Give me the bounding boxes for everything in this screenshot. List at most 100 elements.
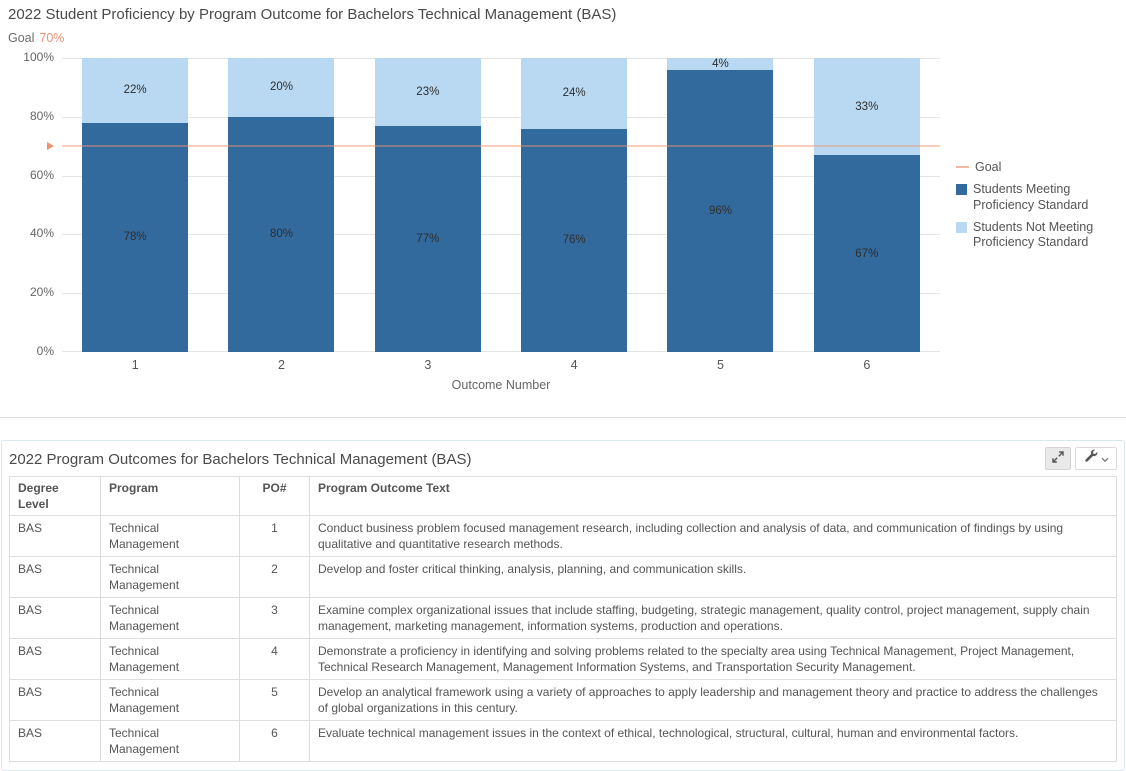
- cell-po-number: 6: [239, 720, 310, 762]
- bar-value-label: 23%: [416, 85, 440, 98]
- cell-outcome-text: Develop and foster critical thinking, an…: [309, 556, 1117, 598]
- cell-degree-level: BAS: [9, 515, 101, 557]
- bar-column-5: 4% 96%: [667, 58, 774, 352]
- bar-value-label: 33%: [855, 100, 879, 113]
- x-axis-tick-label: 1: [131, 358, 139, 372]
- goal-caption-label: Goal: [8, 31, 35, 45]
- table-row: BAS Technical Management 2 Develop and fost…: [9, 556, 1117, 598]
- cell-degree-level: BAS: [9, 720, 101, 762]
- bar-segment-not-meeting[interactable]: 33%: [813, 58, 920, 156]
- cell-program: Technical Management: [100, 597, 240, 639]
- bar-segment-meeting[interactable]: 96%: [667, 69, 774, 352]
- bar-segment-not-meeting[interactable]: 24%: [521, 58, 628, 129]
- bar-slot: 20% 80%: [208, 58, 354, 352]
- bar-segment-meeting[interactable]: 78%: [82, 122, 189, 352]
- bar-column-2: 20% 80%: [228, 58, 335, 352]
- col-header-degree-level: Degree Level: [9, 476, 101, 516]
- gridline: [62, 293, 940, 295]
- bar-segment-not-meeting[interactable]: 23%: [374, 58, 481, 126]
- cell-po-number: 2: [239, 556, 310, 598]
- cell-po-number: 3: [239, 597, 310, 639]
- table-row: BAS Technical Management 1 Conduct business…: [9, 515, 1117, 557]
- cell-degree-level: BAS: [9, 638, 101, 680]
- y-axis-tick-label: 80%: [29, 108, 54, 123]
- cell-po-number: 5: [239, 679, 310, 721]
- legend-label-not-meeting: Students Not Meeting Proficiency Standar…: [973, 219, 1094, 249]
- gridline: [62, 58, 940, 59]
- bar-segment-meeting[interactable]: 77%: [374, 125, 481, 352]
- x-axis-title: Outcome Number: [451, 378, 551, 392]
- goal-caption: Goal 70%: [8, 31, 64, 45]
- cell-outcome-text: Evaluate technical management issues in …: [309, 720, 1117, 762]
- legend-item-meeting[interactable]: Students Meeting Proficiency Standard: [956, 182, 1124, 213]
- gridline: [62, 234, 940, 236]
- outcomes-panel-title: 2022 Program Outcomes for Bachelors Tech…: [9, 451, 472, 468]
- bar-value-label: 77%: [416, 232, 440, 245]
- y-axis-tick-label: 60%: [29, 167, 54, 182]
- bar-value-label: 24%: [562, 87, 586, 100]
- bar-value-label: 20%: [269, 81, 293, 94]
- bar-column-4: 24% 76%: [521, 58, 628, 352]
- bar-segment-not-meeting[interactable]: 4%: [667, 58, 774, 70]
- bar-segment-meeting[interactable]: 80%: [228, 116, 335, 352]
- expand-button[interactable]: [1045, 447, 1071, 470]
- bar-value-label: 96%: [708, 204, 732, 217]
- bar-value-label: 80%: [269, 228, 293, 241]
- chart-legend: Goal Students Meeting Proficiency Standa…: [956, 160, 1124, 250]
- cell-program: Technical Management: [100, 679, 240, 721]
- legend-label-meeting: Students Meeting Proficiency Standard: [973, 182, 1089, 212]
- outcomes-panel: 2022 Program Outcomes for Bachelors Tech…: [1, 440, 1125, 771]
- cell-po-number: 1: [239, 515, 310, 557]
- table-row: BAS Technical Management 4 Demonstrate a pr…: [9, 638, 1117, 680]
- outcomes-table-body: BAS Technical Management 1 Conduct business…: [9, 515, 1117, 762]
- expand-icon: [1052, 450, 1064, 468]
- goal-line-swatch-icon: [956, 166, 969, 168]
- goal-line: [47, 142, 940, 151]
- legend-item-not-meeting[interactable]: Students Not Meeting Proficiency Standar…: [956, 220, 1124, 251]
- bar-column-1: 22% 78%: [82, 58, 189, 352]
- cell-program: Technical Management: [100, 556, 240, 598]
- bar-slot: 24% 76%: [501, 58, 647, 352]
- tools-button[interactable]: [1075, 447, 1117, 470]
- legend-label-goal: Goal: [975, 160, 1002, 174]
- plot-area: 22% 78% 20% 80% 23% 77% 24% 76% 4% 96% 33% 67%: [47, 58, 940, 352]
- col-header-po: PO#: [239, 476, 310, 516]
- gridline: [62, 175, 940, 177]
- bar-column-3: 23% 77%: [374, 58, 481, 352]
- gridline: [62, 351, 940, 352]
- outcomes-table: Degree Level Program PO# Program Outcome…: [9, 476, 1117, 762]
- cell-outcome-text: Develop an analytical framework using a …: [309, 679, 1117, 721]
- bar-segment-meeting[interactable]: 67%: [813, 155, 920, 352]
- legend-item-goal[interactable]: Goal: [956, 160, 1124, 175]
- bar-segment-meeting[interactable]: 76%: [521, 128, 628, 352]
- y-axis-tick-label: 40%: [29, 226, 54, 241]
- x-axis-tick-label: 2: [278, 358, 285, 372]
- bar-segment-not-meeting[interactable]: 20%: [228, 58, 335, 117]
- cell-program: Technical Management: [100, 720, 240, 762]
- x-axis-tick-label: 4: [570, 358, 578, 372]
- bar-value-label: 67%: [855, 247, 879, 260]
- bar-slot: 22% 78%: [62, 58, 208, 352]
- bar-slot: 33% 67%: [794, 58, 940, 352]
- gridline: [62, 116, 940, 118]
- cell-outcome-text: Examine complex organizational issues th…: [309, 597, 1117, 639]
- bar-slot: 23% 77%: [355, 58, 501, 352]
- cell-program: Technical Management: [100, 515, 240, 557]
- table-header-row: Degree Level Program PO# Program Outcome…: [9, 476, 1117, 516]
- col-header-program: Program: [100, 476, 240, 516]
- bar-segment-not-meeting[interactable]: 22%: [82, 58, 189, 123]
- x-axis-tick-label: 5: [717, 358, 724, 372]
- meeting-swatch-icon: [956, 184, 967, 196]
- table-row: BAS Technical Management 5 Develop an analy…: [9, 679, 1117, 721]
- not-meeting-swatch-icon: [956, 221, 967, 233]
- col-header-outcome-text: Program Outcome Text: [309, 476, 1117, 516]
- table-row: BAS Technical Management 6 Evaluate technic…: [9, 720, 1117, 762]
- y-axis-tick-label: 0%: [36, 344, 54, 358]
- cell-degree-level: BAS: [9, 679, 101, 721]
- cell-po-number: 4: [239, 638, 310, 680]
- bar-column-6: 33% 67%: [813, 58, 920, 352]
- cell-outcome-text: Conduct business problem focused managem…: [309, 515, 1117, 557]
- x-axis-ticks: 1 2 3 4 5 6: [62, 358, 940, 372]
- goal-marker-icon: [47, 142, 54, 151]
- x-axis-tick-label: 6: [863, 358, 871, 372]
